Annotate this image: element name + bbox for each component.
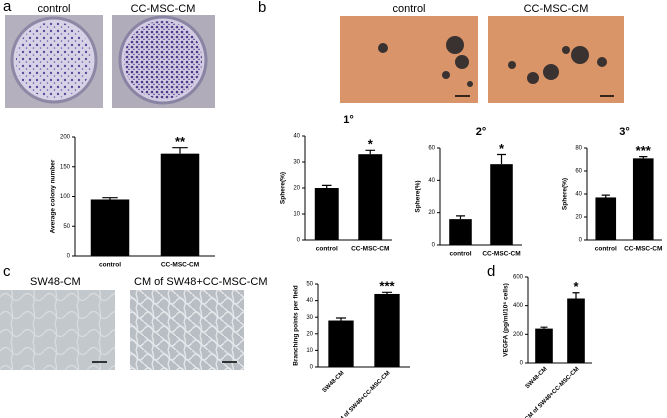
bar [490, 164, 513, 245]
y-tick-label: 200 [513, 332, 524, 338]
tubes [0, 290, 115, 370]
error-bar [381, 291, 393, 294]
y-tick-label: 40 [428, 178, 435, 184]
bar [374, 293, 400, 367]
bar [358, 154, 383, 240]
bar [595, 197, 617, 240]
error-bar [365, 149, 376, 155]
bar [567, 298, 585, 363]
y-axis-label: Sphere(%) [280, 172, 287, 204]
error-bar [572, 292, 580, 299]
y-axis-label: Branching points per field [293, 285, 300, 366]
y-tick-label: 0 [310, 365, 314, 371]
error-bar [496, 153, 507, 165]
y-tick-label: 150 [60, 164, 71, 170]
y-tick-label: 20 [428, 210, 435, 216]
y-tick-label: 100 [60, 194, 71, 200]
error-bar [540, 326, 548, 329]
x-tick-label: CC-MSC-CM [351, 246, 389, 253]
significance: * [573, 279, 579, 294]
y-axis-label: Sphere(%) [415, 180, 422, 212]
photo-label: CC-MSC-CM [524, 3, 589, 15]
photo-label: control [37, 3, 70, 15]
spheres [508, 46, 607, 84]
photo [340, 16, 478, 103]
bar [160, 153, 200, 256]
significance: * [499, 141, 505, 156]
significance: * [368, 137, 374, 152]
photo-label: CC-MSC-CM [131, 3, 196, 15]
y-tick-label: 20 [293, 186, 300, 192]
chart-title: 3° [619, 126, 630, 138]
y-tick-label: 20 [575, 215, 582, 221]
y-tick-label: 200 [60, 135, 71, 141]
y-tick-label: 600 [513, 275, 524, 281]
y-tick-label: 0 [67, 254, 71, 260]
bar [632, 158, 654, 240]
y-tick-label: 60 [428, 146, 435, 152]
bar [328, 320, 354, 367]
error-bar [172, 147, 188, 154]
error-bar [601, 194, 610, 198]
x-tick-label: control [595, 246, 617, 253]
photo-label: CM of SW48+CC-MSC-CM [134, 276, 268, 288]
bar [535, 328, 553, 363]
y-tick-label: 80 [575, 146, 582, 152]
y-tick-label: 400 [513, 303, 524, 309]
significance: *** [379, 279, 395, 294]
x-tick-label: CC-MSC-CM [161, 262, 199, 269]
spheres [378, 36, 473, 87]
y-tick-label: 50 [63, 224, 70, 230]
error-bar [321, 184, 332, 188]
x-tick-label: CM of SW48+CC-MSC-CM [524, 366, 580, 418]
y-tick-label: 0 [520, 361, 524, 367]
chart-title: 2° [476, 126, 487, 138]
colonies [124, 21, 202, 99]
panel-label: d [487, 263, 495, 280]
y-tick-label: 10 [306, 348, 313, 354]
panel-label: b [258, 0, 266, 16]
bar [449, 219, 472, 245]
y-tick-label: 30 [293, 160, 300, 166]
y-tick-label: 0 [432, 243, 436, 249]
photos [0, 15, 624, 370]
error-bar [102, 197, 118, 200]
y-tick-label: 40 [293, 134, 300, 140]
x-tick-label: CC-MSC-CM [482, 251, 520, 258]
bar [314, 188, 339, 240]
y-tick-label: 40 [306, 298, 313, 304]
y-tick-label: 40 [575, 192, 582, 198]
y-tick-label: 60 [575, 169, 582, 175]
x-tick-label: SW48-CM [525, 366, 549, 390]
y-tick-label: 10 [293, 212, 300, 218]
x-tick-label: CM of SW48+CC-MSC-CM [335, 370, 391, 418]
colonies [16, 22, 92, 98]
y-tick-label: 20 [306, 331, 313, 337]
x-tick-label: control [316, 246, 338, 253]
significance: *** [636, 143, 652, 158]
photo-label: control [392, 3, 425, 15]
photo-label: SW48-CM [30, 276, 81, 288]
y-tick-label: 0 [297, 238, 301, 244]
y-axis-label: Sphere(%) [562, 178, 569, 210]
x-tick-label: control [449, 251, 471, 258]
chart-title: 1° [343, 114, 354, 126]
tubes [130, 290, 244, 370]
significance: ** [175, 134, 186, 149]
y-tick-label: 30 [306, 315, 313, 321]
y-tick-label: 0 [579, 238, 583, 244]
y-tick-label: 50 [306, 282, 313, 288]
error-bar [639, 156, 648, 159]
x-tick-label: SW48-CM [322, 370, 346, 394]
y-axis-label: VEGFA (pg/ml/10⁶ cells) [503, 283, 510, 357]
error-bar [455, 215, 466, 220]
panel-label: a [3, 0, 12, 15]
error-bar [335, 317, 347, 321]
panel-label: c [3, 263, 11, 280]
bar [90, 199, 130, 256]
x-tick-label: CC-MSC-CM [624, 246, 662, 253]
x-tick-label: control [99, 262, 121, 269]
y-axis-label: Average colony number [50, 159, 57, 233]
